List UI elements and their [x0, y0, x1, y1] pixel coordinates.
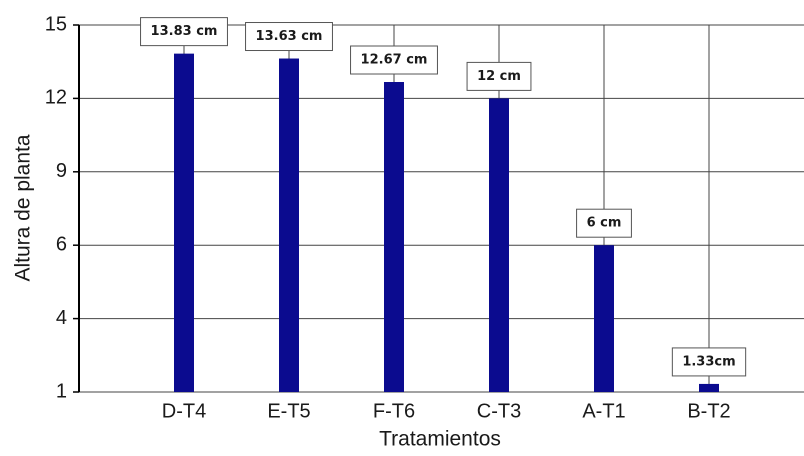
value-label: 13.83 cm [151, 24, 218, 39]
x-tick-label: C-T3 [477, 400, 521, 422]
value-label-box [140, 17, 228, 47]
y-tick-label: 12 [45, 87, 67, 109]
value-label: 6 cm [587, 216, 622, 231]
x-tick-label: A-T1 [582, 400, 625, 422]
y-tick-label: 9 [56, 160, 67, 182]
bar [699, 383, 719, 392]
bar [594, 245, 614, 392]
y-axis-title: Altura de planta [12, 134, 35, 281]
value-label: 12 cm [477, 69, 521, 84]
x-tick-label: B-T2 [687, 400, 730, 422]
value-label-box [350, 45, 438, 75]
y-tick-label: 1 [56, 380, 67, 402]
value-label-box [466, 61, 532, 91]
y-tick-label: 15 [45, 13, 67, 35]
value-label: 13.63 cm [256, 29, 323, 44]
y-tick-label: 6 [56, 233, 67, 255]
x-tick-label: F-T6 [373, 400, 415, 422]
y-tick-label: 4 [56, 307, 67, 329]
x-tick-label: D-T4 [162, 400, 206, 422]
value-label-box [245, 22, 333, 52]
bar [384, 82, 404, 393]
bar [174, 53, 194, 392]
bar [489, 98, 509, 393]
value-label-box [576, 208, 632, 238]
value-label-box [671, 347, 747, 377]
x-tick-label: E-T5 [267, 400, 310, 422]
value-label: 1.33cm [682, 354, 735, 369]
bar [279, 58, 299, 392]
value-label: 12.67 cm [361, 53, 428, 68]
x-axis-title: Tratamientos [379, 428, 501, 451]
